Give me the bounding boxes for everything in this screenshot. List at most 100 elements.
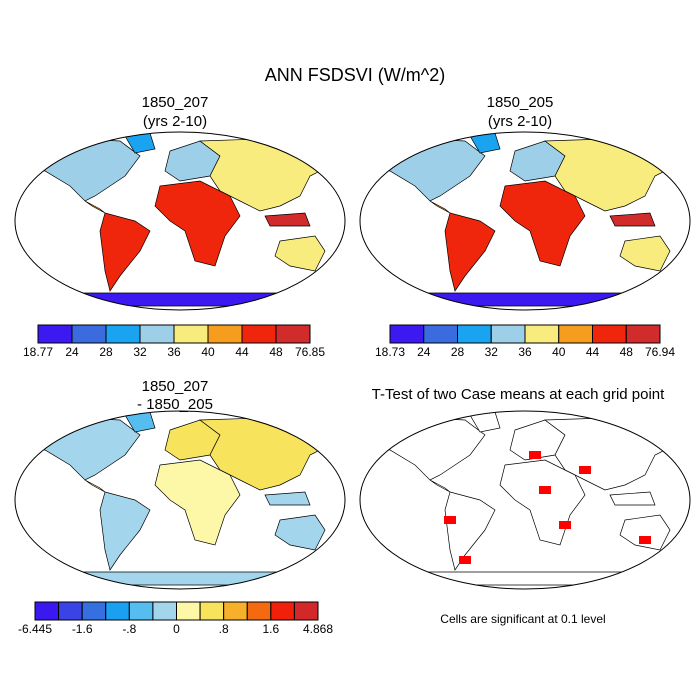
map-panel: 1850_207- 1850_205 xyxy=(14,378,346,590)
panel-subtitle: - 1850_205 xyxy=(137,396,213,413)
map-land xyxy=(19,132,341,307)
panel-subtitle: (yrs 2-10) xyxy=(143,113,207,130)
colorbar-label: -1.6 xyxy=(72,622,93,636)
colorbar-label: 32 xyxy=(485,345,499,359)
colorbar-label: 1.6 xyxy=(262,622,279,636)
colorbar-label: 40 xyxy=(552,345,566,359)
colorbar-box xyxy=(490,324,526,344)
continent xyxy=(19,417,141,481)
significant-cell xyxy=(579,466,591,474)
panel-title: T-Test of two Case means at each grid po… xyxy=(372,386,665,403)
map-land xyxy=(364,132,686,307)
colorbar-box xyxy=(105,601,130,621)
continent xyxy=(364,138,486,202)
significant-cell xyxy=(529,451,541,459)
map-border xyxy=(359,410,691,590)
colorbar-box xyxy=(207,324,243,344)
significant-cell xyxy=(559,521,571,529)
colorbar-label: -6.445 xyxy=(18,622,52,636)
colorbar-label: 76.85 xyxy=(295,345,325,359)
colorbar-label: 4.868 xyxy=(303,622,333,636)
colorbar-box xyxy=(592,324,627,344)
panel-title: 1850_207 xyxy=(142,378,209,395)
colorbar-label: 44 xyxy=(235,345,249,359)
continent xyxy=(84,200,106,214)
colorbar-label: -.8 xyxy=(122,622,136,636)
map-border xyxy=(359,131,691,311)
colorbar-box xyxy=(275,324,311,344)
continent xyxy=(154,459,241,546)
colorbar-box xyxy=(457,324,492,344)
significance-note: Cells are significant at 0.1 level xyxy=(440,612,605,626)
map-border xyxy=(14,131,346,311)
significant-cell xyxy=(444,516,456,524)
panel-title: 1850_207 xyxy=(142,94,209,111)
colorbar-box xyxy=(176,601,201,621)
panel-subtitle: (yrs 2-10) xyxy=(488,113,552,130)
continent xyxy=(99,212,151,292)
colorbar-label: 0 xyxy=(173,622,180,636)
colorbar-box xyxy=(558,324,593,344)
significant-cell xyxy=(539,486,551,494)
colorbar-label: 36 xyxy=(518,345,532,359)
map-land xyxy=(364,411,686,586)
colorbar-box xyxy=(389,324,425,344)
continent xyxy=(28,571,332,586)
continent xyxy=(264,212,311,227)
figure-title: ANN FSDSVI (W/m^2) xyxy=(265,65,445,85)
colorbar-box xyxy=(223,601,248,621)
colorbar-box xyxy=(173,324,209,344)
continent xyxy=(19,138,141,202)
continent xyxy=(499,180,586,267)
colorbar-label: 36 xyxy=(167,345,181,359)
continent xyxy=(619,514,671,551)
colorbar-box xyxy=(71,324,107,344)
colorbar-label: 28 xyxy=(451,345,465,359)
continent xyxy=(373,571,677,586)
colorbar-label: 40 xyxy=(201,345,215,359)
continent xyxy=(154,180,241,267)
continent xyxy=(609,212,656,227)
map-border xyxy=(14,410,346,590)
continent xyxy=(274,235,326,272)
continent xyxy=(373,292,677,307)
map-panel: T-Test of two Case means at each grid po… xyxy=(359,386,691,590)
colorbar-label: 48 xyxy=(269,345,283,359)
continent xyxy=(609,491,656,506)
colorbar-box xyxy=(34,601,60,621)
colorbar-label: 18.73 xyxy=(375,345,405,359)
colorbar-box xyxy=(105,324,141,344)
panel-title: 1850_205 xyxy=(487,94,554,111)
colorbar-box xyxy=(524,324,560,344)
colorbar-box xyxy=(241,324,277,344)
continent xyxy=(429,479,451,493)
map-panel: 1850_205 (yrs 2-10) xyxy=(359,94,691,311)
continent xyxy=(429,200,451,214)
colorbar-label: 44 xyxy=(586,345,600,359)
colorbar-box xyxy=(139,324,175,344)
colorbar-box xyxy=(625,324,661,344)
colorbar-box xyxy=(37,324,73,344)
colorbar-label: 32 xyxy=(133,345,147,359)
continent xyxy=(264,491,311,506)
colorbar-box xyxy=(58,601,83,621)
significant-cell xyxy=(639,536,651,544)
continent xyxy=(28,292,332,307)
map-land xyxy=(19,411,341,586)
colorbar-label: 24 xyxy=(417,345,431,359)
colorbar-label: 48 xyxy=(620,345,634,359)
continent xyxy=(84,479,106,493)
colorbar-box xyxy=(152,601,178,621)
colorbar-label: 76.94 xyxy=(645,345,675,359)
colorbar-label: 24 xyxy=(65,345,79,359)
colorbar-box xyxy=(270,601,295,621)
colorbar: -6.445 -1.6 -.8 0 .8 1.6 4.868 xyxy=(18,601,333,636)
colorbar-box xyxy=(293,601,319,621)
significant-cell xyxy=(379,578,391,586)
continent xyxy=(274,514,326,551)
colorbar-box xyxy=(246,601,272,621)
continent xyxy=(619,235,671,272)
colorbar-box xyxy=(81,601,107,621)
continent xyxy=(99,491,151,571)
